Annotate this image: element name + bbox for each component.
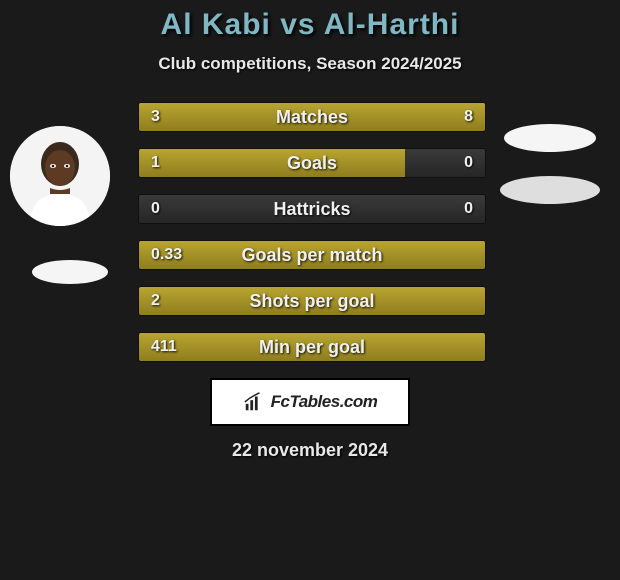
stat-right-value: 0	[464, 149, 473, 177]
stat-label: Min per goal	[139, 333, 485, 361]
club-badge-left	[32, 260, 108, 284]
page-title: Al Kabi vs Al-Harthi	[0, 8, 620, 42]
stat-label: Goals per match	[139, 241, 485, 269]
stat-label: Hattricks	[139, 195, 485, 223]
player-left-avatar	[10, 126, 110, 226]
club-badge-right-2	[500, 176, 600, 204]
chart-icon	[243, 391, 265, 413]
stat-row-goals: 1 Goals 0	[138, 148, 486, 178]
comparison-card: Al Kabi vs Al-Harthi Club competitions, …	[0, 0, 620, 461]
stat-label: Shots per goal	[139, 287, 485, 315]
stat-right-value: 0	[464, 195, 473, 223]
stat-label: Goals	[139, 149, 485, 177]
club-badge-right-1	[504, 124, 596, 152]
date-label: 22 november 2024	[0, 440, 620, 461]
subtitle: Club competitions, Season 2024/2025	[0, 54, 620, 74]
stat-row-goals-per-match: 0.33 Goals per match	[138, 240, 486, 270]
stat-row-hattricks: 0 Hattricks 0	[138, 194, 486, 224]
attribution-text: FcTables.com	[271, 392, 378, 412]
stat-right-value: 8	[464, 103, 473, 131]
stat-label: Matches	[139, 103, 485, 131]
stats-bars: 3 Matches 8 1 Goals 0 0 Hattricks 0 0.33…	[138, 102, 486, 362]
stat-row-min-per-goal: 411 Min per goal	[138, 332, 486, 362]
stat-row-shots-per-goal: 2 Shots per goal	[138, 286, 486, 316]
attribution-badge[interactable]: FcTables.com	[210, 378, 410, 426]
stat-row-matches: 3 Matches 8	[138, 102, 486, 132]
avatar-placeholder-icon	[10, 126, 110, 226]
